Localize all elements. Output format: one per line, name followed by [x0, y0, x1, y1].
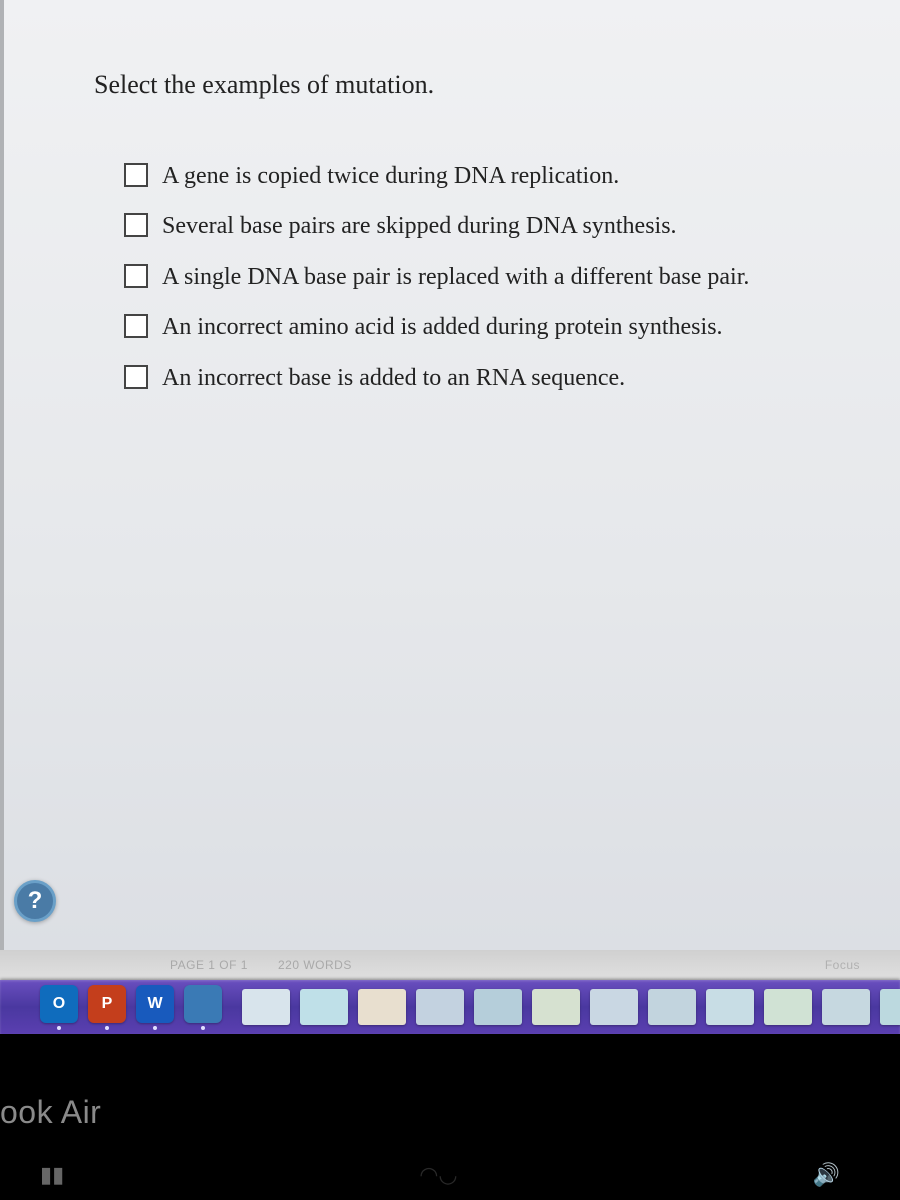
checkbox-icon[interactable]	[124, 264, 148, 288]
help-icon: ?	[28, 887, 43, 915]
taskbar-app-misc[interactable]	[184, 985, 222, 1030]
options-list: A gene is copied twice during DNA replic…	[94, 160, 860, 394]
phone-statusbar-reflection: ▮▮ ◠◡ 🔊	[0, 1150, 900, 1200]
taskbar-thumb[interactable]	[416, 989, 464, 1025]
running-dot	[153, 1026, 157, 1030]
taskbar-thumb[interactable]	[590, 989, 638, 1025]
taskbar-thumb[interactable]	[300, 989, 348, 1025]
option-3[interactable]: An incorrect amino acid is added during …	[124, 311, 860, 343]
signal-icon: ▮▮	[40, 1162, 64, 1188]
checkbox-icon[interactable]	[124, 314, 148, 338]
option-1[interactable]: Several base pairs are skipped during DN…	[124, 210, 860, 242]
outlook-icon: O	[40, 985, 78, 1023]
taskbar-thumb[interactable]	[822, 989, 870, 1025]
screen: Select the examples of mutation. A gene …	[0, 0, 900, 1200]
option-label: An incorrect base is added to an RNA seq…	[162, 362, 625, 394]
taskbar-thumb[interactable]	[880, 989, 900, 1025]
taskbar-thumb[interactable]	[764, 989, 812, 1025]
status-focus: Focus	[825, 958, 860, 972]
option-label: A single DNA base pair is replaced with …	[162, 261, 749, 293]
taskbar: O P W	[0, 980, 900, 1034]
taskbar-app-powerpoint[interactable]: P	[88, 985, 126, 1030]
option-label: A gene is copied twice during DNA replic…	[162, 160, 619, 192]
status-words: 220 words	[278, 958, 352, 972]
powerpoint-icon: P	[88, 985, 126, 1023]
taskbar-app-outlook[interactable]: O	[40, 985, 78, 1030]
taskbar-thumb[interactable]	[474, 989, 522, 1025]
option-label: An incorrect amino acid is added during …	[162, 311, 723, 343]
checkbox-icon[interactable]	[124, 163, 148, 187]
taskbar-app-word[interactable]: W	[136, 985, 174, 1030]
option-0[interactable]: A gene is copied twice during DNA replic…	[124, 160, 860, 192]
running-dot	[57, 1026, 61, 1030]
taskbar-thumb[interactable]	[242, 989, 290, 1025]
taskbar-thumb[interactable]	[532, 989, 580, 1025]
misc-icon: ◠◡	[419, 1162, 457, 1188]
option-4[interactable]: An incorrect base is added to an RNA seq…	[124, 362, 860, 394]
option-label: Several base pairs are skipped during DN…	[162, 210, 677, 242]
taskbar-thumb[interactable]	[358, 989, 406, 1025]
taskbar-thumb[interactable]	[706, 989, 754, 1025]
taskbar-thumb[interactable]	[648, 989, 696, 1025]
laptop-model-label: ook Air	[0, 1094, 101, 1131]
word-icon: W	[136, 985, 174, 1023]
speaker-icon: 🔊	[813, 1162, 840, 1188]
word-status-bar: Page 1 of 1 220 words Focus	[0, 950, 900, 980]
checkbox-icon[interactable]	[124, 213, 148, 237]
running-dot	[201, 1026, 205, 1030]
status-page: Page 1 of 1	[170, 958, 248, 972]
checkbox-icon[interactable]	[124, 365, 148, 389]
running-dot	[105, 1026, 109, 1030]
option-2[interactable]: A single DNA base pair is replaced with …	[124, 261, 860, 293]
help-button[interactable]: ?	[14, 880, 56, 922]
app-icon	[184, 985, 222, 1023]
quiz-card: Select the examples of mutation. A gene …	[0, 0, 900, 950]
question-text: Select the examples of mutation.	[94, 70, 860, 100]
